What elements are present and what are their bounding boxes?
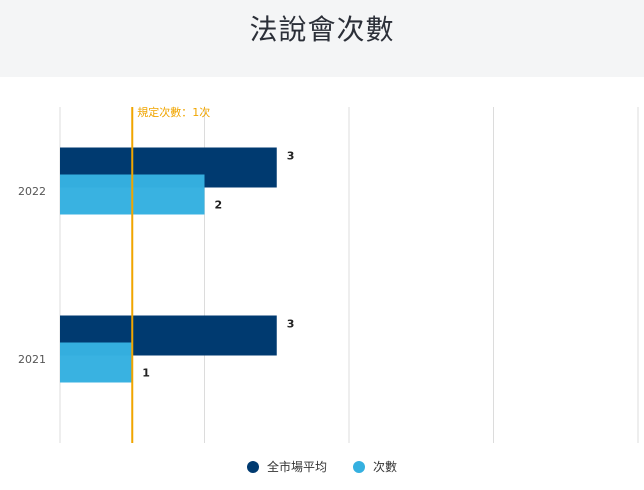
- reference-line-label: 規定次數：1次: [137, 105, 210, 119]
- data-label-2021-series-1: 1: [142, 367, 150, 380]
- data-label-2022-series-0: 3: [287, 150, 295, 163]
- y-tick-label-2022: 2022: [18, 185, 46, 198]
- legend-label-series-0: 全市場平均: [266, 460, 327, 474]
- legend-marker-series-0: [246, 460, 259, 473]
- chart-title: 法說會次數: [249, 12, 395, 46]
- bar-2021-series-1: [60, 342, 133, 383]
- bar-chart: 2022 3 2 2021 3 1 規定次數：1次: [18, 105, 639, 443]
- legend-item-series-0[interactable]: 全市場平均: [246, 458, 327, 475]
- legend-label-series-1: 次數: [373, 460, 398, 474]
- chart-header: 法說會次數: [0, 0, 644, 77]
- legend-item-series-1[interactable]: 次數: [353, 458, 397, 475]
- y-tick-label-2021: 2021: [18, 353, 46, 366]
- legend-marker-series-1: [353, 460, 365, 473]
- chart-legend: 全市場平均 次數: [0, 458, 644, 475]
- data-label-2022-series-1: 2: [215, 199, 223, 212]
- data-label-2021-series-0: 3: [287, 318, 295, 331]
